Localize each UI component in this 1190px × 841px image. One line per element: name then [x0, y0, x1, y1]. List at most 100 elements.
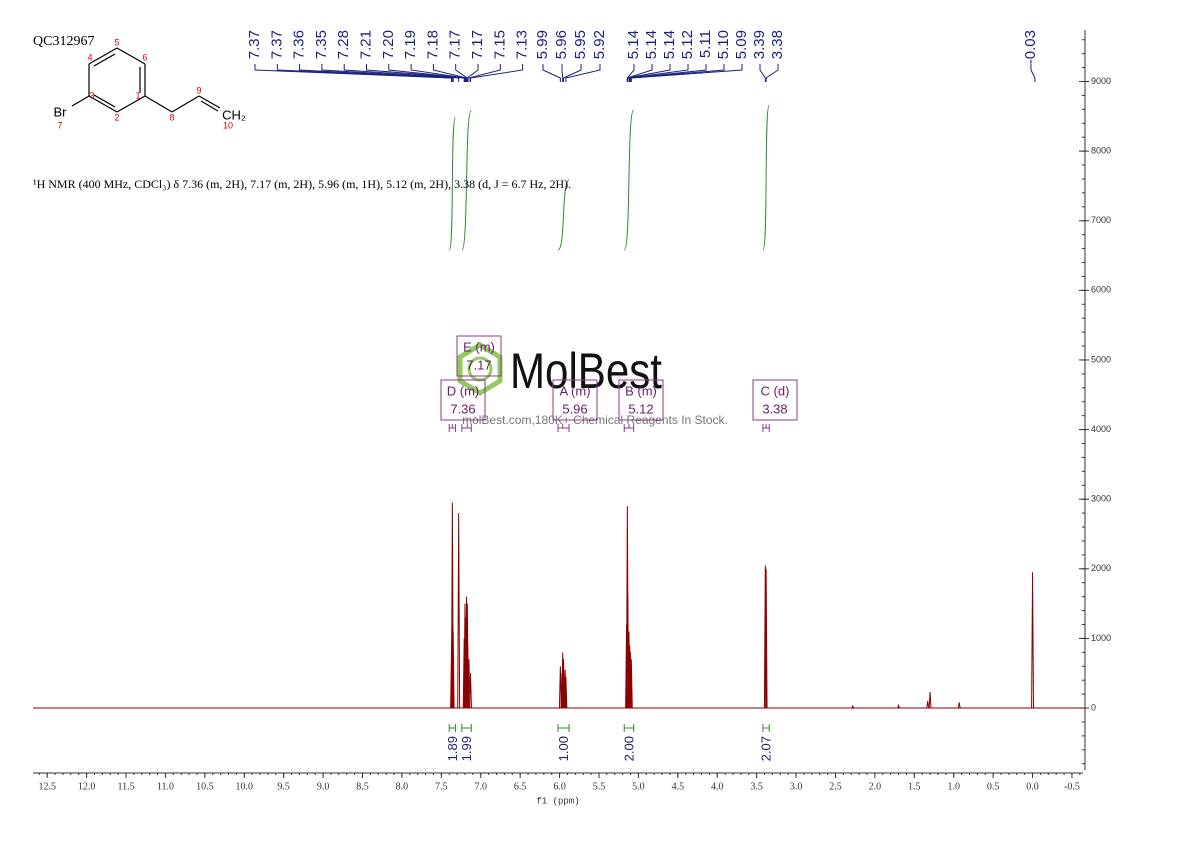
y-tick-label: 6000	[1091, 285, 1111, 295]
multiplet-bracket	[762, 424, 770, 432]
peak-label: 5.95	[572, 30, 589, 59]
multiplet-shift: 5.96	[562, 401, 587, 416]
x-tick-label: 10.0	[236, 781, 254, 792]
peak-label: 7.20	[380, 30, 397, 59]
integral-curve	[448, 117, 457, 251]
y-tick-label: 4000	[1091, 424, 1111, 434]
integral-bracket	[557, 724, 570, 732]
x-tick-label: 3.0	[790, 781, 803, 792]
multiplet-name: E (m)	[463, 339, 495, 354]
x-tick-label: 11.0	[157, 781, 174, 792]
integral-bracket	[448, 724, 457, 732]
atom-label: 3	[89, 90, 94, 100]
integral-bracket	[461, 724, 472, 732]
x-tick-label: 4.5	[672, 781, 685, 792]
multiplet-bracket	[461, 424, 472, 432]
peak-connector	[432, 64, 468, 82]
peak-connector	[629, 64, 707, 82]
multiplet-name: C (d)	[761, 383, 790, 398]
x-tick-label: 7.5	[435, 781, 448, 792]
nmr-description: ¹H NMR (400 MHz, CDCl₃) δ 7.36 (m, 2H), …	[33, 177, 572, 191]
multiplet-shift: 7.17	[466, 357, 491, 372]
peak	[1031, 572, 1034, 709]
multiplet-name: A (m)	[559, 383, 590, 398]
peak	[469, 673, 472, 709]
peak	[851, 704, 855, 709]
integral-curve	[461, 110, 472, 251]
x-tick-label: 8.5	[356, 781, 369, 792]
peak-connector	[563, 64, 582, 82]
y-tick-label: 5000	[1091, 354, 1111, 364]
atom-label: 2	[114, 112, 119, 122]
y-tick-label: 2000	[1091, 563, 1111, 573]
multiplet-name: B (m)	[625, 383, 657, 398]
peak-connector	[630, 64, 725, 82]
integral-bracket	[762, 724, 770, 732]
multiplet-shift: 3.38	[762, 401, 787, 416]
multiplet-box	[618, 379, 664, 421]
atom-label: 8	[169, 112, 174, 122]
peak-connector	[366, 64, 465, 82]
multiplet-box	[456, 335, 502, 377]
peak-connector	[343, 64, 460, 82]
x-tick-label: 9.0	[317, 781, 330, 792]
peak-label: -0.03	[1022, 30, 1039, 64]
peak-label: 7.13	[514, 30, 531, 59]
peak-label: 5.10	[715, 30, 732, 59]
integral-label: 1.00	[556, 736, 571, 761]
integral-bracket	[623, 724, 635, 732]
peak-connector	[765, 64, 779, 82]
multiplet-bracket	[557, 424, 570, 432]
integral-label: 1.99	[459, 736, 474, 761]
x-tick-label: 3.5	[750, 781, 763, 792]
peak	[926, 701, 930, 709]
atom-label: 7	[57, 120, 62, 130]
x-tick-label: 6.0	[553, 781, 566, 792]
atom-label: Br	[54, 104, 68, 119]
peak-connector	[299, 64, 453, 82]
peak	[928, 692, 932, 709]
peak-connector	[388, 64, 466, 82]
x-tick-label: 7.0	[474, 781, 487, 792]
peak-connector	[626, 64, 671, 82]
x-tick-label: 5.5	[593, 781, 606, 792]
multiplet-bracket	[448, 424, 457, 432]
x-tick-label: 12.5	[38, 781, 56, 792]
multiplet-box	[752, 379, 798, 421]
y-tick-label: 9000	[1091, 76, 1111, 86]
peak-label: 7.37	[268, 30, 285, 59]
x-tick-label: 6.5	[514, 781, 527, 792]
peak-label: 7.37	[246, 30, 263, 59]
x-tick-label: 11.5	[117, 781, 134, 792]
peak-label: 5.14	[643, 30, 660, 59]
x-tick-label: 4.0	[711, 781, 724, 792]
x-tick-label: 2.0	[869, 781, 882, 792]
peak-connector	[1030, 64, 1036, 82]
x-axis-label: f1 (ppm)	[536, 796, 579, 806]
peak-label: 7.15	[491, 30, 508, 59]
x-tick-label: 0.5	[987, 781, 1000, 792]
peak	[764, 568, 768, 709]
peak-label: 7.17	[469, 30, 486, 59]
multiplet-shift: 5.12	[628, 401, 653, 416]
peak	[451, 631, 455, 709]
peak	[564, 676, 568, 709]
peak-label: 3.39	[751, 30, 768, 59]
peak-connector	[561, 64, 564, 82]
multiplet-bracket	[623, 424, 635, 432]
peak-label: 3.38	[769, 30, 786, 59]
peak-label: 7.28	[335, 30, 352, 59]
x-tick-label: 2.5	[829, 781, 842, 792]
peak-label: 5.99	[534, 30, 551, 59]
multiplet-shift: 7.36	[450, 401, 475, 416]
logo-hexagon	[457, 342, 503, 396]
peak-connector	[276, 64, 453, 82]
atom-label: 4	[87, 52, 92, 62]
x-tick-label: 12.0	[78, 781, 96, 792]
peak-connector	[542, 64, 561, 82]
x-tick-label: 10.5	[196, 781, 214, 792]
integral-curve	[623, 109, 635, 251]
sample-title: QC312967	[33, 34, 94, 49]
multiplet-name: D (m)	[447, 383, 480, 398]
